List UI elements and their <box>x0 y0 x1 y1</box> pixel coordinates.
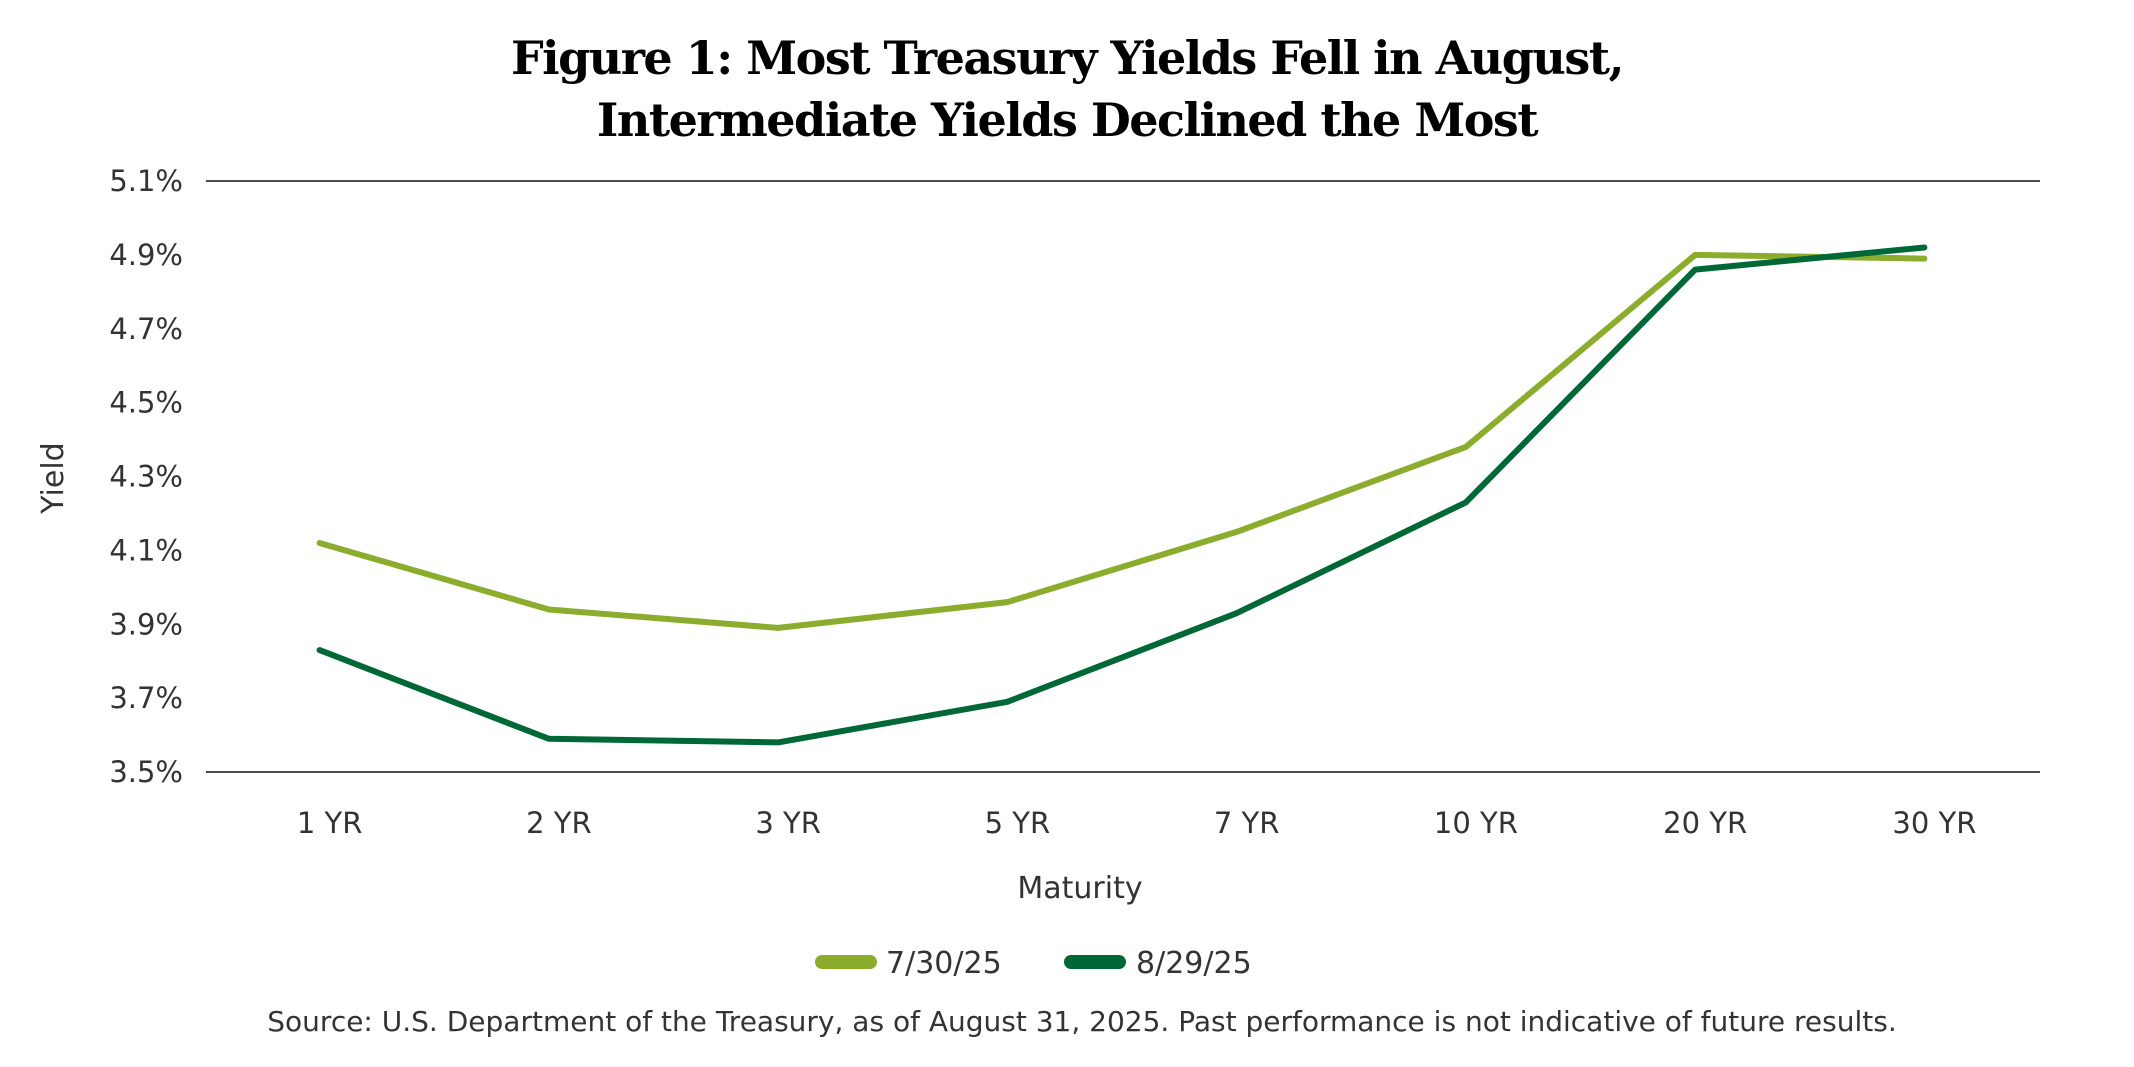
series-lines <box>316 244 1928 746</box>
x-tick-label: 10 YR <box>1434 806 1518 840</box>
y-tick-label: 4.3% <box>109 460 183 494</box>
y-tick-label: 3.9% <box>109 607 183 641</box>
legend-label: 7/30/25 <box>886 946 1002 981</box>
y-tick-label: 4.9% <box>109 238 183 272</box>
source-note: Source: U.S. Department of the Treasury,… <box>267 1005 1896 1038</box>
x-axis-label: Maturity <box>1017 871 1142 906</box>
x-tick-label: 3 YR <box>755 806 821 840</box>
y-tick-label: 3.5% <box>109 755 183 789</box>
legend-label: 8/29/25 <box>1136 946 1252 981</box>
y-axis-ticks: 5.1% 4.9% 4.7% 4.5% 4.3% 4.1% 3.9% 3.7% 3.5% <box>109 164 183 789</box>
legend-item-7-30-25[interactable]: 7/30/25 <box>815 946 1002 981</box>
x-tick-label: 30 YR <box>1892 806 1976 840</box>
x-tick-label: 7 YR <box>1214 806 1280 840</box>
legend-item-8-29-25[interactable]: 8/29/25 <box>1064 946 1252 981</box>
y-tick-label: 5.1% <box>109 164 183 198</box>
y-tick-label: 3.7% <box>109 681 183 715</box>
x-tick-label: 2 YR <box>526 806 592 840</box>
x-tick-label: 20 YR <box>1663 806 1747 840</box>
legend: 7/30/25 8/29/25 <box>815 946 1252 981</box>
x-axis-ticks: 1 YR 2 YR 3 YR 5 YR 7 YR 10 YR 20 YR 30 YR <box>297 806 1977 840</box>
y-tick-label: 4.1% <box>109 533 183 567</box>
chart-title: Figure 1: Most Treasury Yields Fell in A… <box>511 31 1623 85</box>
x-tick-label: 5 YR <box>985 806 1051 840</box>
y-tick-label: 4.5% <box>109 386 183 420</box>
y-axis-label: Yield <box>36 442 71 514</box>
y-tick-label: 4.7% <box>109 312 183 346</box>
series-line-7-30-25 <box>316 251 1928 631</box>
series-line-8-29-25 <box>316 244 1928 746</box>
x-tick-label: 1 YR <box>297 806 363 840</box>
chart-subtitle: Intermediate Yields Declined the Most <box>597 93 1539 147</box>
gridlines <box>206 180 2040 773</box>
